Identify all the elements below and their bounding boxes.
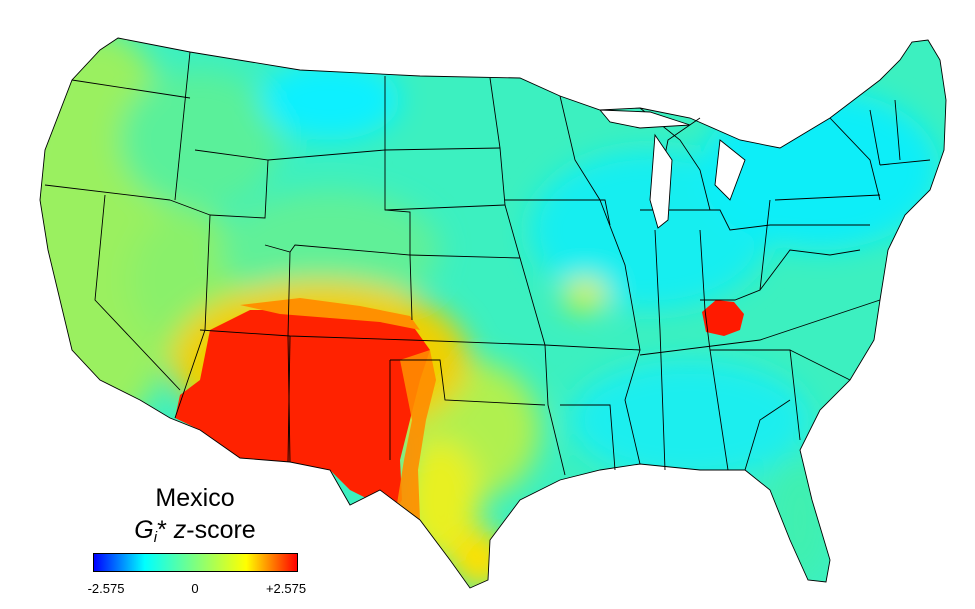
legend-tick-zero: 0: [191, 581, 199, 596]
kentucky-hotspot: [702, 300, 744, 336]
legend-symbol-subscript: i: [153, 529, 158, 546]
legend-tick-min: -2.575: [87, 581, 125, 596]
legend-symbol-suffix: *: [157, 516, 167, 544]
legend-colorbar: [93, 553, 298, 572]
legend-subtitle: Gi* z-score: [90, 516, 300, 546]
legend-score-suffix: -score: [186, 516, 256, 544]
legend-score-variable: z: [173, 516, 187, 544]
southwest-hotspot: [175, 310, 430, 520]
legend-symbol: G: [134, 516, 154, 544]
great-lakes: [599, 109, 746, 229]
legend-tick-max: +2.575: [265, 581, 307, 596]
legend-title: Mexico: [155, 484, 235, 512]
